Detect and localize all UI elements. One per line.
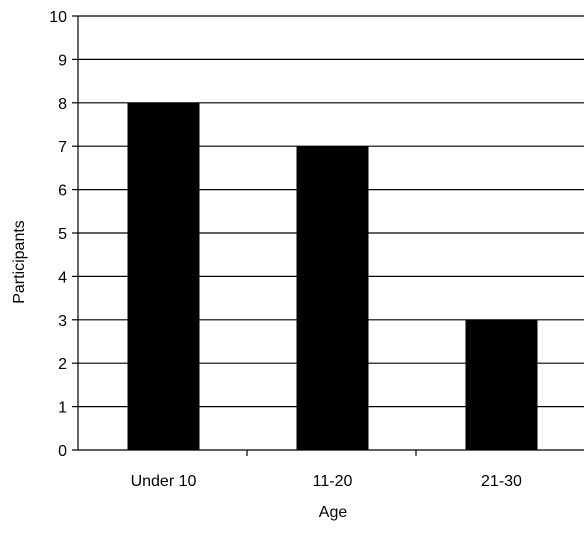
- y-tick-label: 9: [58, 52, 67, 69]
- y-tick-label: 6: [58, 183, 67, 200]
- x-tick-label: 21-30: [481, 473, 522, 490]
- y-tick-label: 7: [58, 139, 67, 156]
- y-tick-label: 5: [58, 226, 67, 243]
- bar: [127, 102, 200, 451]
- bar: [465, 319, 538, 450]
- y-tick-label: 2: [58, 356, 67, 373]
- y-tick-label: 1: [58, 400, 67, 417]
- y-tick-label: 0: [58, 443, 67, 460]
- x-tick-label: 11-20: [313, 473, 353, 490]
- x-tick-labels: Under 10 11-20 21-30: [131, 450, 522, 490]
- bars: [127, 102, 538, 451]
- y-tick-label: 10: [49, 9, 67, 26]
- y-axis-title: Participants: [11, 220, 28, 304]
- x-axis-title: Age: [319, 504, 348, 521]
- y-tick-label: 3: [58, 313, 67, 330]
- bar: [296, 146, 369, 450]
- x-tick-label: Under 10: [131, 473, 197, 490]
- y-tick-label: 8: [58, 96, 67, 113]
- y-tick-labels: 0 1 2 3 4 5 6 7 8 9 10: [49, 9, 78, 460]
- y-tick-label: 4: [58, 269, 67, 286]
